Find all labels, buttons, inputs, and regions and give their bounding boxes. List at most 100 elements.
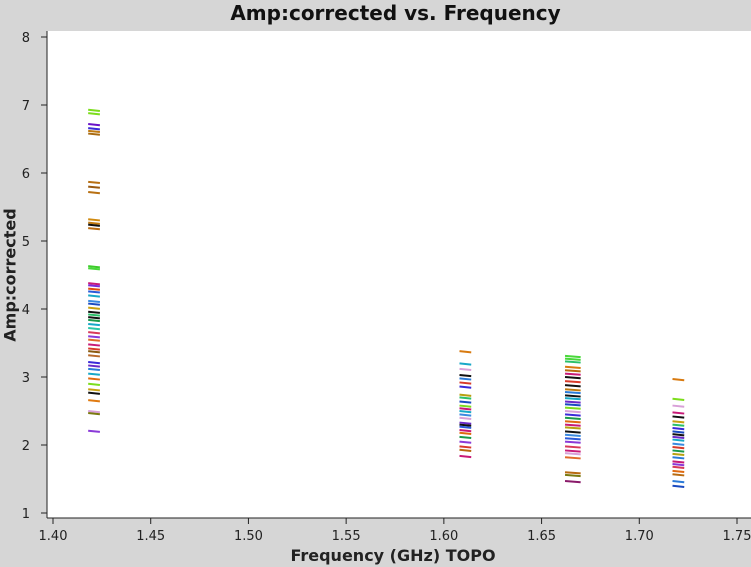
x-tick-label: 1.55 [332,529,361,544]
data-point [672,420,685,424]
data-point [564,354,581,359]
data-point [88,185,101,189]
data-point [564,397,581,401]
chart-title: Amp:corrected vs. Frequency [230,1,561,25]
data-point [88,429,101,433]
data-point [564,480,581,484]
data-point [564,433,581,437]
data-point [459,400,472,404]
data-point [88,322,101,327]
data-point [564,471,581,475]
x-tick-label: 1.65 [527,529,556,544]
data-point [564,400,581,404]
data-point [459,454,472,459]
data-point [459,381,472,385]
data-point [88,221,101,225]
data-point [88,180,101,185]
data-point [88,391,101,395]
data-point [459,404,472,408]
data-point [459,440,472,444]
y-tick-label: 4 [22,303,30,318]
data-point [459,407,472,411]
data-point [672,404,685,408]
data-point [672,456,685,460]
data-point [88,367,101,372]
data-point [564,430,581,434]
data-point [672,452,685,457]
data-point [672,469,685,474]
data-point [88,227,101,231]
data-point [459,367,472,372]
data-point [459,410,472,414]
y-ticks: 1 2 3 4 5 6 7 8 [22,31,47,522]
data-point [459,421,472,425]
data-point [88,284,101,288]
data-point [672,423,685,427]
data-point [88,410,101,414]
data-point [672,438,685,442]
data-point [459,416,472,420]
data-point [88,335,101,339]
y-axis-label: Amp:corrected [0,208,20,342]
y-tick-label: 7 [22,99,30,114]
data-point [564,420,581,424]
data-point [564,380,581,384]
data-point [672,435,685,440]
data-point [672,378,685,382]
x-tick-label: 1.75 [723,529,751,544]
data-point [88,399,101,403]
y-tick-label: 6 [22,167,30,182]
data-point [88,377,101,381]
data-point [459,445,472,449]
data-point [459,385,472,389]
data-point [564,445,581,449]
data-point [459,448,472,452]
data-point [672,449,685,453]
x-tick-label: 1.40 [39,529,68,544]
data-point [88,331,101,335]
data-point [564,394,581,398]
data-point [88,191,101,195]
data-point [88,412,101,416]
data-point [564,456,581,460]
data-point [88,294,101,298]
data-point [564,449,581,453]
data-point [88,223,101,227]
data-point [88,354,101,358]
data-point [564,440,581,444]
data-point [564,372,581,376]
x-tick-label: 1.50 [234,529,263,544]
data-point [564,416,581,420]
data-point [88,218,101,222]
data-point [564,452,581,456]
data-point [672,446,685,450]
data-point [88,287,101,291]
data-point [564,376,581,380]
data-point [672,442,685,446]
data-point [564,384,581,388]
data-point [88,372,101,376]
x-tick-label: 1.45 [136,529,165,544]
data-point [459,425,472,429]
data-point [88,132,101,136]
data-point [459,435,472,440]
data-point [88,306,101,310]
data-point [564,388,581,392]
data-point [88,347,101,351]
data-point [672,463,685,467]
data-point [672,411,685,415]
data-point [672,397,685,401]
data-point [564,390,581,395]
data-point [88,338,101,342]
data-point [564,360,581,364]
data-point [88,265,101,269]
data-point [88,290,101,294]
data-point [459,350,472,354]
data-point [459,393,472,397]
data-point [459,377,472,381]
data-point [672,473,685,477]
data-point [672,460,685,464]
data-point [459,396,472,400]
data-point [564,413,581,417]
